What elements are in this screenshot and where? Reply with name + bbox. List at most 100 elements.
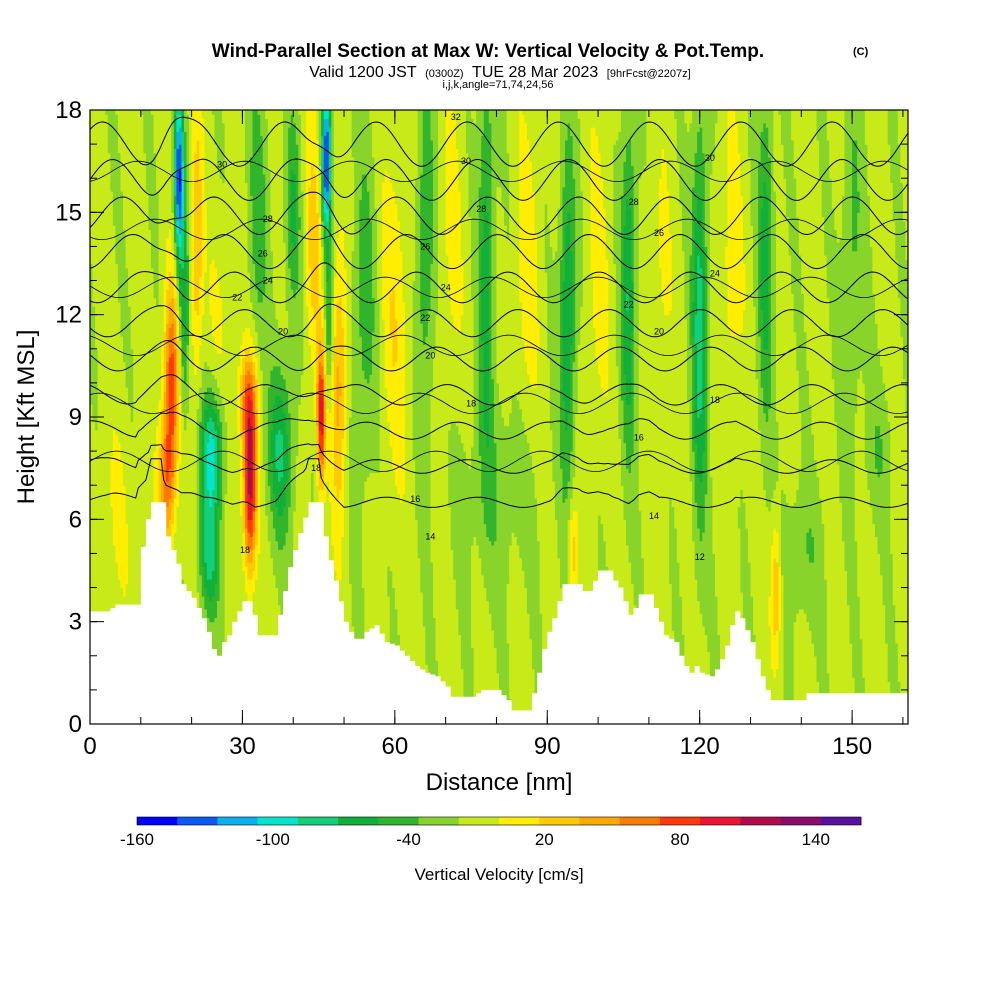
velocity-cell	[283, 506, 287, 546]
valid-date: TUE 28 Mar 2023	[472, 64, 598, 81]
velocity-cell	[626, 110, 630, 145]
velocity-cell	[250, 399, 254, 427]
velocity-cell	[636, 110, 640, 636]
velocity-cell	[326, 374, 330, 410]
velocity-cell	[859, 110, 863, 371]
velocity-cell	[250, 195, 254, 303]
velocity-cell	[798, 110, 802, 256]
velocity-cell	[768, 110, 772, 158]
velocity-cell	[115, 263, 119, 435]
velocity-cell	[173, 276, 177, 299]
x-axis-label: Distance [nm]	[426, 769, 573, 796]
velocity-cell	[181, 216, 185, 269]
velocity-cell	[765, 348, 769, 422]
velocity-cell	[493, 540, 498, 648]
velocity-cell	[186, 344, 190, 414]
velocity-cell	[570, 519, 574, 593]
velocity-cell	[483, 195, 487, 431]
velocity-cell	[318, 429, 322, 448]
velocity-cell	[562, 502, 566, 619]
velocity-cell	[252, 570, 256, 593]
colorbar-swatch	[217, 817, 259, 825]
velocity-cell	[742, 110, 747, 265]
velocity-cell	[173, 114, 177, 149]
velocity-cell	[321, 220, 325, 248]
velocity-cell	[257, 553, 261, 661]
velocity-cell	[262, 468, 266, 724]
colorbar-swatch	[820, 817, 862, 825]
velocity-cell	[318, 374, 322, 397]
velocity-cell	[483, 523, 487, 589]
x-tick-label: 120	[680, 733, 720, 760]
velocity-cell	[534, 387, 538, 499]
velocity-cell	[463, 110, 467, 452]
velocity-cell	[824, 110, 828, 256]
velocity-cell	[214, 348, 218, 380]
velocity-cell	[669, 233, 673, 311]
velocity-cell	[295, 144, 299, 290]
velocity-cell	[864, 110, 868, 145]
velocity-cell	[877, 425, 881, 478]
velocity-cell	[201, 399, 205, 427]
velocity-cell	[880, 472, 884, 576]
velocity-cell	[839, 502, 843, 724]
velocity-cell	[285, 480, 289, 533]
velocity-cell	[704, 110, 708, 248]
velocity-cell	[659, 110, 663, 179]
velocity-cell	[194, 374, 198, 724]
velocity-cell	[575, 110, 579, 414]
colorbar-swatch	[378, 817, 419, 825]
velocity-cell	[224, 421, 228, 495]
velocity-cell	[237, 110, 241, 367]
velocity-cell	[394, 318, 398, 363]
velocity-cell	[481, 246, 485, 341]
velocity-cell	[399, 110, 404, 252]
velocity-cell	[120, 110, 124, 192]
velocity-cell	[460, 668, 465, 724]
velocity-cell	[486, 110, 490, 213]
velocity-cell	[895, 642, 899, 724]
velocity-cell	[323, 135, 327, 188]
velocity-cell	[864, 144, 868, 469]
valid-utc: (0300Z)	[425, 68, 464, 80]
velocity-cell	[684, 110, 688, 124]
velocity-cell	[821, 110, 825, 218]
velocity-cell	[727, 327, 731, 724]
velocity-cell	[115, 114, 119, 265]
velocity-cell	[603, 208, 607, 397]
velocity-cell	[656, 110, 660, 724]
contour-label: 30	[217, 160, 227, 170]
velocity-cell	[849, 110, 853, 644]
velocity-cell	[247, 561, 251, 580]
velocity-cell	[247, 395, 251, 418]
velocity-cell	[293, 297, 297, 512]
velocity-cell	[694, 216, 698, 316]
velocity-cell	[786, 502, 790, 724]
velocity-cell	[252, 412, 256, 512]
velocity-cell	[768, 408, 772, 512]
velocity-cell	[196, 365, 200, 410]
velocity-cell	[664, 314, 668, 724]
colorbar-swatch	[338, 817, 379, 825]
velocity-cell	[369, 122, 373, 222]
velocity-cell	[150, 267, 155, 653]
velocity-cell	[168, 468, 172, 499]
velocity-cell	[539, 110, 543, 614]
velocity-cell	[524, 434, 528, 589]
velocity-cell	[796, 110, 800, 218]
velocity-cell	[206, 596, 210, 618]
velocity-cell	[783, 493, 787, 712]
velocity-cell	[488, 540, 492, 614]
velocity-cell	[432, 353, 437, 618]
velocity-cell	[623, 161, 627, 226]
velocity-cell	[725, 246, 729, 269]
velocity-cell	[247, 110, 251, 273]
velocity-cell	[206, 365, 210, 388]
velocity-cell	[222, 182, 226, 405]
velocity-cell	[176, 233, 180, 248]
velocity-cell	[577, 344, 581, 670]
velocity-cell	[798, 412, 802, 469]
velocity-cell	[836, 242, 841, 465]
velocity-cell	[112, 544, 116, 657]
velocity-cell	[450, 110, 454, 316]
